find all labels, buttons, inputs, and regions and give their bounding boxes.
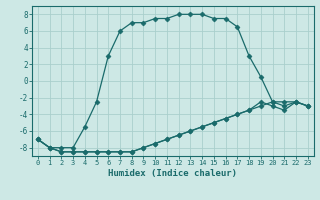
X-axis label: Humidex (Indice chaleur): Humidex (Indice chaleur) bbox=[108, 169, 237, 178]
